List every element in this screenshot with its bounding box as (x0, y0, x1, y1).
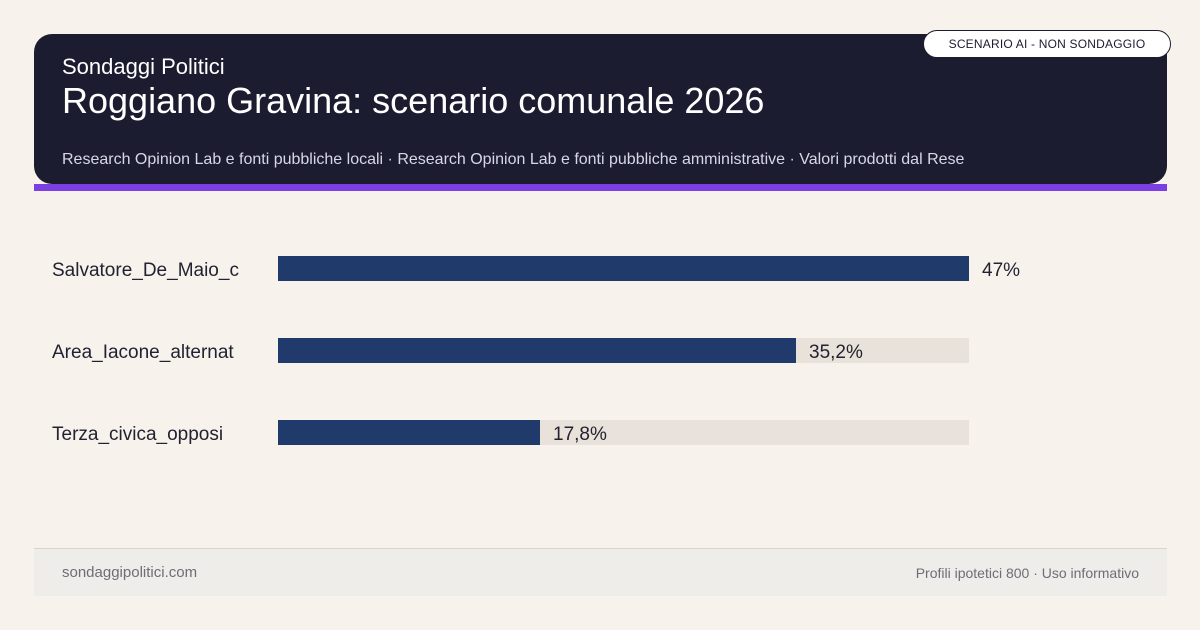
page-subtitle: Research Opinion Lab e fonti pubbliche l… (62, 151, 965, 168)
bar-chart: Salvatore_De_Maio_c 47% Area_Iacone_altern… (0, 200, 1200, 520)
footer: sondaggipolitici.com Profili ipotetici 8… (34, 548, 1167, 596)
header-card: Sondaggi Politici Roggiano Gravina: scen… (34, 34, 1167, 184)
footer-note: Profili ipotetici 800 · Uso informativo (915, 565, 1139, 581)
header-accent-bar (34, 184, 1167, 191)
page-title: Roggiano Gravina: scenario comunale 2026 (62, 80, 765, 121)
bar-category-label: Salvatore_De_Maio_c (52, 260, 239, 281)
footer-site: sondaggipolitici.com (62, 564, 198, 581)
bar-value-label: 35,2% (809, 342, 863, 363)
bar (278, 420, 540, 445)
scenario-badge: SCENARIO AI - NON SONDAGGIO (923, 30, 1171, 58)
bar-category-label: Terza_civica_opposi (52, 424, 224, 445)
bar (278, 256, 969, 281)
bar (278, 338, 796, 363)
bar-category-label: Area_Iacone_alternat (52, 342, 234, 363)
bar-value-label: 17,8% (553, 424, 607, 445)
brand-name: Sondaggi Politici (62, 54, 225, 79)
bar-value-label: 47% (982, 260, 1021, 281)
